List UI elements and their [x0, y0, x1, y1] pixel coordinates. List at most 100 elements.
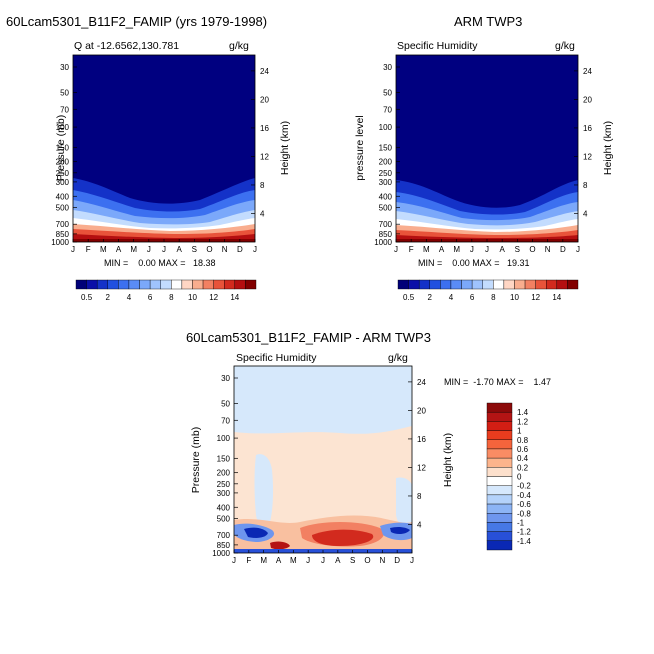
model-colorbar-label: 6 [148, 293, 153, 302]
diff-month-tick-label: O [364, 556, 370, 565]
obs-colorbar-swatch [503, 279, 515, 290]
obs-colorbar-swatch [524, 279, 536, 290]
model-month-tick-label: J [253, 245, 257, 254]
diff-height-tick-label: 24 [417, 378, 426, 387]
obs-colorbar-label: 4 [449, 293, 454, 302]
diff-colorbar-label: 0.8 [517, 436, 529, 445]
model-pressure-tick-label: 50 [60, 88, 69, 97]
diff-subtitle: Specific Humidity [236, 352, 317, 364]
diff-colorbar-swatch [486, 540, 513, 551]
diff-colorbar-label: -1.4 [517, 537, 531, 546]
diff-colorbar-swatch [486, 467, 513, 477]
obs-pressure-tick-label: 400 [379, 192, 393, 201]
obs-colorbar-swatch [546, 279, 558, 290]
model-pressure-tick-label: 500 [56, 203, 70, 212]
diff-colorbar-swatch [486, 531, 513, 542]
model-colorbar-swatch [234, 279, 246, 290]
diff-colorbar-label: 1 [517, 427, 522, 436]
obs-colorbar-swatch [514, 279, 526, 290]
diff-colorbar-label: 0 [517, 473, 522, 482]
diff-colorbar-label: -0.2 [517, 482, 531, 491]
obs-month-tick-label: A [499, 245, 505, 254]
obs-month-tick-label: J [485, 245, 489, 254]
model-pressure-tick-label: 700 [56, 220, 70, 229]
obs-height-tick-label: 16 [583, 124, 592, 133]
model-colorbar-label: 0.5 [81, 293, 93, 302]
model-colorbar-swatch [160, 279, 172, 290]
diff-colorbar-label: -1 [517, 518, 525, 527]
obs-pressure-tick-label: 1000 [374, 238, 392, 247]
diff-colorbar-label: 1.2 [517, 417, 529, 426]
obs-pressure-tick-label: 300 [379, 178, 393, 187]
obs-colorbar-swatch [567, 279, 579, 290]
diff-height-tick-label: 4 [417, 520, 422, 529]
model-month-tick-label: M [130, 245, 137, 254]
obs-month-tick-label: O [529, 245, 535, 254]
diff-pressure-tick-label: 850 [217, 541, 231, 550]
diff-colorbar-swatch [486, 503, 513, 514]
diff-month-tick-label: M [290, 556, 297, 565]
diff-colorbar-swatch [486, 448, 513, 459]
model-pressure-tick-label: 30 [60, 63, 69, 72]
model-pressure-tick-label: 70 [60, 105, 69, 114]
obs-pressure-tick-label: 500 [379, 203, 393, 212]
diff-colorbar-swatch [486, 522, 513, 532]
model-month-tick-label: M [100, 245, 107, 254]
model-pressure-tick-label: 200 [56, 158, 70, 167]
diff-month-tick-label: A [335, 556, 341, 565]
obs-pressure-tick-label: 50 [383, 88, 392, 97]
model-colorbar-swatch [224, 279, 236, 290]
model-colorbar-swatch [75, 279, 87, 290]
obs-subtitle: Specific Humidity [397, 40, 478, 52]
diff-pressure-tick-label: 30 [221, 374, 230, 383]
diff-colorbar-swatch [486, 421, 513, 431]
obs-colorbar-swatch [429, 279, 441, 290]
diff-colorbar-swatch [486, 476, 513, 486]
obs-month-tick-label: M [453, 245, 460, 254]
model-month-tick-label: A [176, 245, 182, 254]
obs-colorbar-label: 12 [531, 293, 540, 302]
obs-ylabel-left: pressure level [354, 115, 366, 180]
model-colorbar-swatch [86, 279, 98, 290]
diff-pressure-tick-label: 1000 [212, 549, 230, 558]
model-month-tick-label: S [192, 245, 197, 254]
model-pressure-tick-label: 300 [56, 178, 70, 187]
diff-height-tick-label: 20 [417, 406, 426, 415]
obs-pressure-tick-label: 150 [379, 143, 393, 152]
obs-colorbar-label: 10 [510, 293, 519, 302]
obs-units: g/kg [555, 40, 575, 52]
obs-height-tick-label: 12 [583, 152, 592, 161]
diff-title: 60Lcam5301_B11F2_FAMIP - ARM TWP3 [186, 330, 431, 345]
model-month-tick-label: J [162, 245, 166, 254]
obs-month-tick-label: J [394, 245, 398, 254]
obs-pressure-tick-label: 700 [379, 220, 393, 229]
model-colorbar-swatch [245, 279, 257, 290]
model-colorbar-swatch [181, 279, 193, 290]
obs-colorbar-swatch [493, 279, 505, 290]
obs-month-tick-label: J [470, 245, 474, 254]
model-colorbar-label: 8 [169, 293, 174, 302]
obs-height-tick-label: 20 [583, 95, 592, 104]
obs-height-tick-label: 8 [583, 181, 588, 190]
diff-month-tick-label: F [246, 556, 251, 565]
obs-pressure-tick-label: 100 [379, 123, 393, 132]
model-month-tick-label: N [222, 245, 228, 254]
model-pressure-tick-label: 100 [56, 123, 70, 132]
obs-colorbar-label: 8 [491, 293, 496, 302]
diff-colorbar-label: 1.4 [517, 408, 529, 417]
diff-height-tick-label: 12 [417, 463, 426, 472]
obs-colorbar-swatch [408, 279, 420, 290]
diff-colorbar-label: -0.8 [517, 509, 531, 518]
diff-month-tick-label: J [321, 556, 325, 565]
diff-colorbar-swatch [486, 513, 513, 523]
obs-colorbar-swatch [535, 279, 547, 290]
diff-colorbar-swatch [486, 485, 513, 496]
obs-month-tick-label: S [515, 245, 520, 254]
obs-pressure-tick-label: 30 [383, 63, 392, 72]
diff-month-tick-label: S [350, 556, 355, 565]
diff-colorbar-swatch [486, 430, 513, 440]
model-pressure-tick-label: 150 [56, 143, 70, 152]
diff-contour-field [234, 366, 412, 553]
diff-pressure-tick-label: 150 [217, 454, 231, 463]
model-colorbar-swatch [128, 279, 140, 290]
